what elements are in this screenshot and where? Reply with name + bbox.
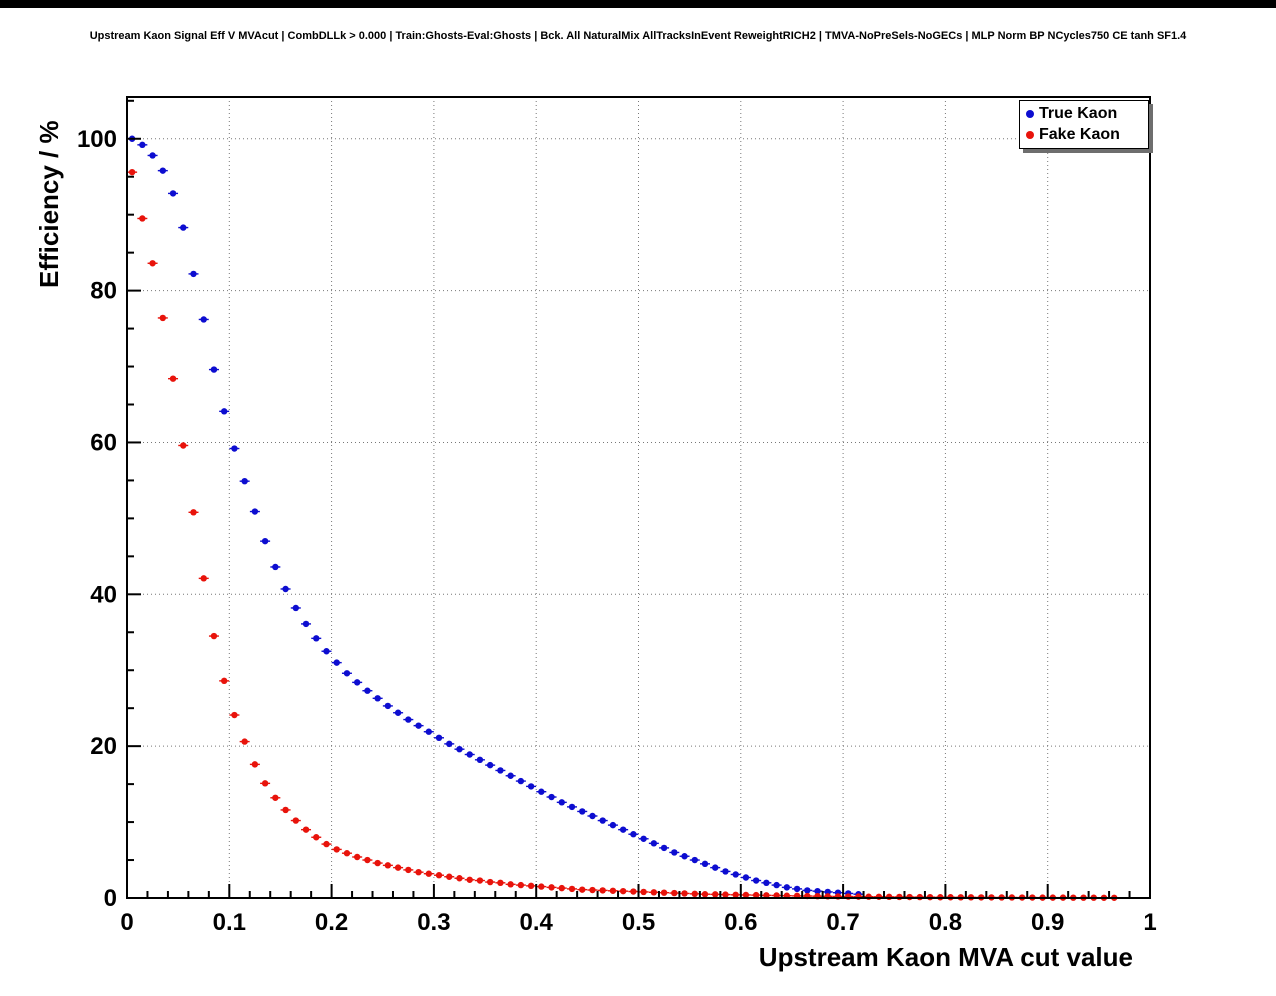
data-points-layer [127,135,1120,901]
grid-lines [127,97,1151,898]
x-tick-label: 0.1 [213,909,246,936]
legend: True Kaon Fake Kaon [1019,100,1149,149]
legend-item-fake-kaon: Fake Kaon [1026,126,1148,144]
x-tick-label: 0.3 [417,909,450,936]
fake-kaon-marker-icon [1026,131,1034,140]
x-tick-label: 0.9 [1031,909,1064,936]
y-tick-label: 0 [104,885,117,912]
y-axis-title: Efficiency / % [34,120,64,288]
y-tick-label: 20 [90,733,117,760]
legend-label-true-kaon: True Kaon [1039,104,1118,122]
x-axis-title: Upstream Kaon MVA cut value [759,942,1133,972]
y-tick-label: 100 [77,126,117,153]
x-tick-label: 0.5 [622,909,655,936]
x-tick-label: 0 [120,909,133,936]
x-tick-label: 0.7 [826,909,859,936]
x-tick-label: 1 [1143,909,1156,936]
x-tick-label: 0.8 [929,909,962,936]
y-tick-label: 80 [90,278,117,305]
series-fake-kaon [127,168,1120,901]
x-tick-label: 0.4 [520,909,554,936]
true-kaon-marker-icon [1026,109,1034,118]
plot-title: Upstream Kaon Signal Eff V MVAcut | Comb… [89,30,1187,42]
y-tick-label: 60 [90,429,117,456]
y-tick-label: 40 [90,581,117,608]
series-true-kaon [127,135,864,898]
x-tick-label: 0.2 [315,909,348,936]
x-tick-label: 0.6 [724,909,757,936]
axis-tick-labels: 0 0.1 0.2 0.3 0.4 0.5 0.6 0.7 0.8 0.9 1 0 20 40 60 80 10… [77,126,1157,936]
axis-ticks [126,99,1151,899]
window-top-bar [0,0,1276,8]
legend-label-fake-kaon: Fake Kaon [1039,126,1120,144]
legend-item-true-kaon: True Kaon [1026,105,1148,123]
